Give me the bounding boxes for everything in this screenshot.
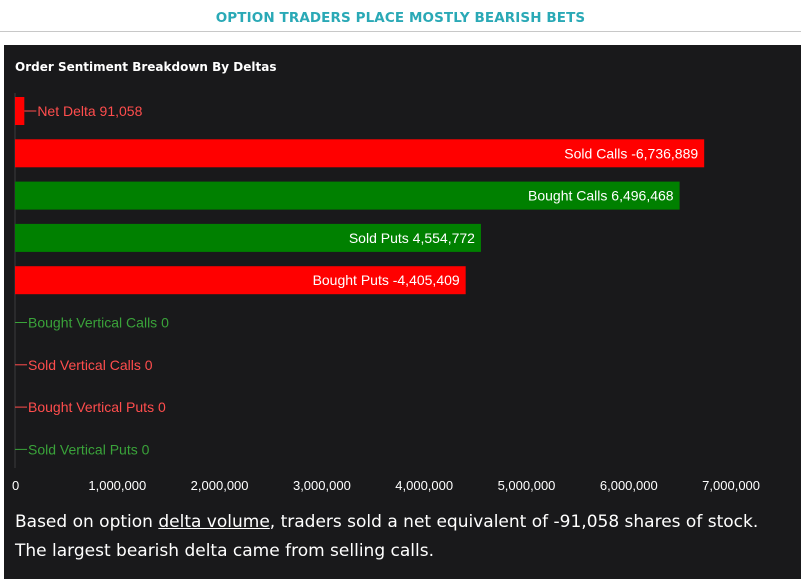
summary-caption: Based on option delta volume, traders so… xyxy=(15,508,795,566)
delta-volume-link[interactable]: delta volume xyxy=(158,512,270,532)
bar[interactable] xyxy=(15,97,25,125)
bar-label: Sold Puts 4,554,772 xyxy=(349,230,475,246)
bar[interactable] xyxy=(15,266,466,295)
x-tick-label: 2,000,000 xyxy=(191,478,249,493)
chart-panel: Order Sentiment Breakdown By Deltas Net … xyxy=(4,45,801,579)
chart-title: Order Sentiment Breakdown By Deltas xyxy=(15,60,277,74)
page-title: OPTION TRADERS PLACE MOSTLY BEARISH BETS xyxy=(215,10,586,26)
x-tick-label: 3,000,000 xyxy=(293,478,351,493)
x-tick-label: 6,000,000 xyxy=(600,478,658,493)
x-tick-label: 4,000,000 xyxy=(395,478,453,493)
bar-label: Sold Vertical Puts 0 xyxy=(28,441,150,457)
caption-text-end: , traders sold a net equivalent of -91,0… xyxy=(15,512,759,561)
x-tick-label: 1,000,000 xyxy=(88,478,146,493)
x-tick-label: 7,000,000 xyxy=(702,478,760,493)
bar-label: Sold Calls -6,736,889 xyxy=(564,145,698,161)
page-header: OPTION TRADERS PLACE MOSTLY BEARISH BETS xyxy=(0,0,801,32)
bar-label: Bought Puts -4,405,409 xyxy=(313,272,460,288)
x-tick-label: 0 xyxy=(12,478,19,493)
bar-label: Bought Vertical Puts 0 xyxy=(28,399,166,415)
bar-label: Net Delta 91,058 xyxy=(37,103,142,119)
caption-text-start: Based on option xyxy=(15,512,159,532)
bar-chart: Net Delta 91,058 Sold Calls -6,736,889 Bou… xyxy=(12,93,760,493)
bar-label: Sold Vertical Calls 0 xyxy=(28,357,153,373)
bar[interactable] xyxy=(15,181,680,210)
x-tick-label: 5,000,000 xyxy=(498,478,556,493)
bar-label: Bought Calls 6,496,468 xyxy=(528,188,674,204)
bar[interactable] xyxy=(15,139,705,168)
bar-label: Bought Vertical Calls 0 xyxy=(28,315,169,331)
bar[interactable] xyxy=(15,223,481,252)
